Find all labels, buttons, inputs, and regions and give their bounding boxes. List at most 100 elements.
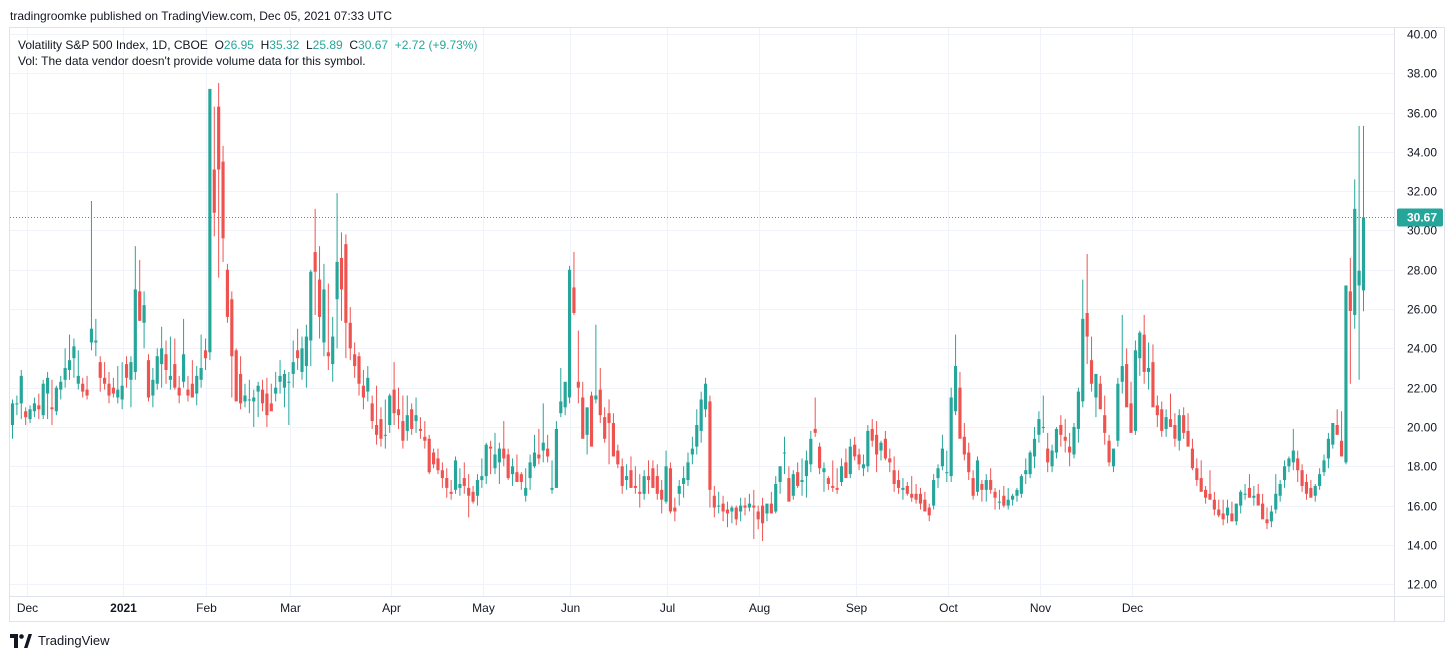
candle[interactable] xyxy=(335,193,339,349)
candle[interactable] xyxy=(940,434,944,471)
candle[interactable] xyxy=(317,246,322,339)
candle[interactable] xyxy=(326,283,330,370)
candle[interactable] xyxy=(313,208,317,315)
candle[interactable] xyxy=(331,316,335,382)
candle[interactable] xyxy=(449,480,453,500)
candle[interactable] xyxy=(1243,483,1247,500)
candle[interactable] xyxy=(848,438,852,479)
candle[interactable] xyxy=(217,83,221,278)
candle[interactable] xyxy=(796,462,800,488)
candle[interactable] xyxy=(510,458,515,486)
candle[interactable] xyxy=(975,456,980,496)
candle[interactable] xyxy=(59,375,63,400)
candle[interactable] xyxy=(1155,395,1159,427)
candle[interactable] xyxy=(664,450,668,504)
candle[interactable] xyxy=(1313,483,1317,502)
candle[interactable] xyxy=(243,383,247,408)
candle[interactable] xyxy=(1028,450,1032,479)
candle[interactable] xyxy=(1204,485,1208,504)
candle[interactable] xyxy=(252,389,256,427)
candle[interactable] xyxy=(107,371,111,404)
candle[interactable] xyxy=(199,334,203,388)
candle[interactable] xyxy=(541,403,545,463)
candle[interactable] xyxy=(1322,454,1326,477)
candle[interactable] xyxy=(309,269,313,367)
candle[interactable] xyxy=(1054,426,1059,459)
candle[interactable] xyxy=(1151,344,1155,408)
candle[interactable] xyxy=(589,391,594,447)
candle[interactable] xyxy=(300,336,304,380)
candle[interactable] xyxy=(440,462,444,488)
candle[interactable] xyxy=(427,434,431,475)
candle[interactable] xyxy=(989,468,993,494)
candle[interactable] xyxy=(1041,395,1045,433)
candle[interactable] xyxy=(396,387,401,429)
candle[interactable] xyxy=(1011,493,1015,506)
chart-frame[interactable] xyxy=(9,27,1445,622)
candle[interactable] xyxy=(747,493,751,512)
candle[interactable] xyxy=(642,470,646,500)
candle[interactable] xyxy=(1186,413,1190,447)
candle[interactable] xyxy=(164,340,168,384)
candle[interactable] xyxy=(818,442,822,475)
candle[interactable] xyxy=(247,379,251,414)
candle[interactable] xyxy=(1212,491,1216,516)
candle[interactable] xyxy=(949,387,953,483)
candle[interactable] xyxy=(414,397,418,433)
candle[interactable] xyxy=(10,399,15,439)
candle[interactable] xyxy=(813,397,817,437)
candle[interactable] xyxy=(1199,460,1203,492)
candle[interactable] xyxy=(160,326,164,388)
candle[interactable] xyxy=(76,350,80,390)
candle[interactable] xyxy=(607,399,611,465)
candle[interactable] xyxy=(506,448,510,481)
candle[interactable] xyxy=(1309,480,1313,498)
candle[interactable] xyxy=(927,503,931,522)
candle[interactable] xyxy=(405,395,409,441)
candle[interactable] xyxy=(230,291,234,398)
candle[interactable] xyxy=(831,460,835,492)
candle[interactable] xyxy=(629,456,633,488)
candle[interactable] xyxy=(980,480,984,502)
candle[interactable] xyxy=(914,483,918,504)
candle[interactable] xyxy=(287,371,291,426)
candle[interactable] xyxy=(945,450,949,483)
candle[interactable] xyxy=(212,106,216,237)
candle[interactable] xyxy=(432,448,436,469)
candle[interactable] xyxy=(181,318,186,388)
candle[interactable] xyxy=(844,448,848,479)
candle[interactable] xyxy=(480,458,484,488)
candle[interactable] xyxy=(85,375,89,400)
candle[interactable] xyxy=(625,464,629,490)
candle[interactable] xyxy=(581,381,585,439)
candle[interactable] xyxy=(690,436,694,465)
candle[interactable] xyxy=(186,375,190,402)
candle[interactable] xyxy=(953,334,958,416)
candle[interactable] xyxy=(752,489,756,540)
candle[interactable] xyxy=(892,456,896,492)
candle[interactable] xyxy=(475,474,480,506)
candle[interactable] xyxy=(896,470,901,494)
candle[interactable] xyxy=(910,476,914,502)
candle[interactable] xyxy=(462,462,466,494)
candle[interactable] xyxy=(638,474,642,508)
candle[interactable] xyxy=(1111,448,1116,473)
candle[interactable] xyxy=(826,476,830,490)
candle[interactable] xyxy=(686,452,690,486)
candle[interactable] xyxy=(1142,314,1146,384)
candle[interactable] xyxy=(1002,485,1006,508)
candle[interactable] xyxy=(120,362,124,410)
candle[interactable] xyxy=(888,448,892,473)
candle[interactable] xyxy=(611,413,616,457)
candle[interactable] xyxy=(256,381,260,418)
candle[interactable] xyxy=(585,407,589,455)
candle[interactable] xyxy=(655,464,659,500)
tradingview-logo-icon[interactable] xyxy=(10,633,32,648)
candle[interactable] xyxy=(923,491,927,512)
candle[interactable] xyxy=(809,430,813,473)
candle[interactable] xyxy=(1129,381,1133,433)
candle[interactable] xyxy=(1037,411,1041,443)
candle[interactable] xyxy=(932,474,936,510)
candle[interactable] xyxy=(133,246,137,380)
candle[interactable] xyxy=(835,468,839,494)
